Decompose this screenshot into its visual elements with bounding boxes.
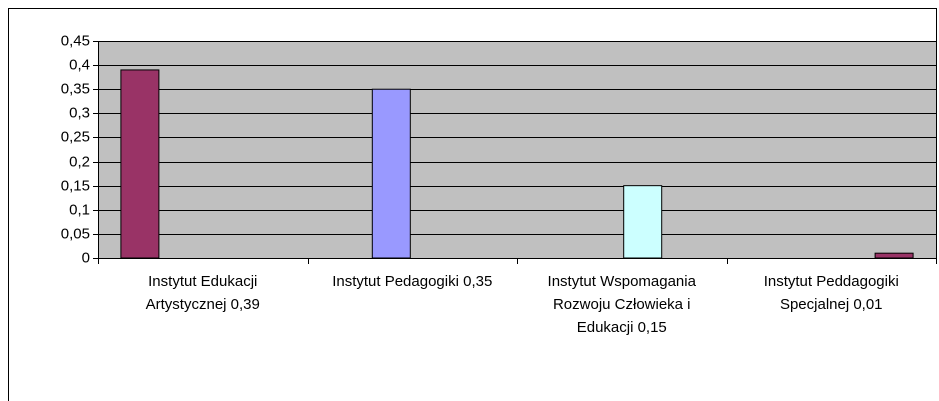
y-tick-label: 0,1 [69,201,90,218]
y-tick-label: 0 [82,249,90,266]
y-tick-label: 0,45 [61,32,90,49]
x-tick-label: Instytut Peddagogiki Specjalnej 0,01 [763,273,899,313]
x-tick-label: Instytut Pedagogiki 0,35 [332,273,493,290]
y-tick-label: 0,15 [61,177,90,194]
bar [120,69,160,259]
x-tick-label: Instytut Edukacji Artystycznej 0,39 [145,273,260,313]
y-tick-label: 0,35 [61,80,90,97]
bar [371,88,411,259]
x-tick-label: Instytut Wspomagania Rozwoju Człowieka i… [547,273,696,336]
plot-area [98,41,936,258]
y-tick-label: 0,2 [69,153,90,170]
bar [874,252,914,259]
y-tick-label: 0,25 [61,128,90,145]
bar [623,185,663,259]
y-tick-label: 0,4 [69,56,90,73]
y-tick-label: 0,05 [61,225,90,242]
y-tick-label: 0,3 [69,104,90,121]
chart-border [8,8,937,401]
